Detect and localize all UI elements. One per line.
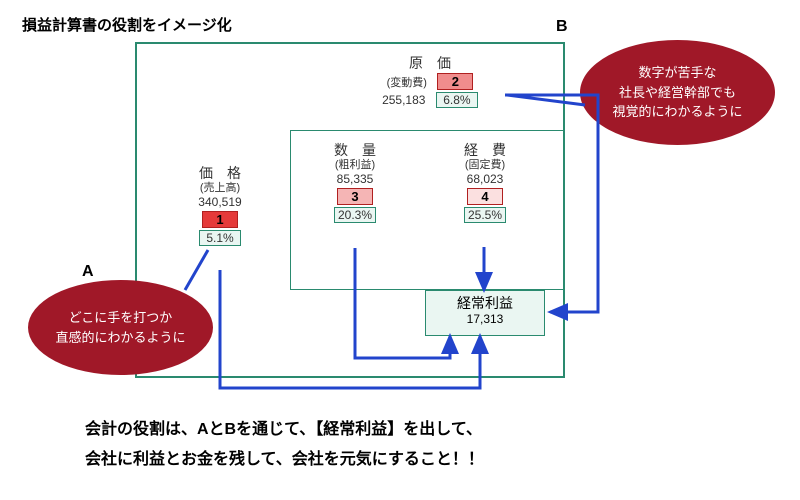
- pct-cell: 20.3%: [334, 207, 376, 223]
- box-value: 68,023: [440, 172, 530, 188]
- rank-badge: 3: [337, 188, 373, 205]
- callout-line: 視覚的にわかるように: [612, 102, 742, 122]
- box-value: 85,335: [310, 172, 400, 188]
- kakaku-box: 価 格 (売上高) 340,519 1 5.1%: [170, 165, 270, 247]
- callout-a: どこに手を打つか 直感的にわかるように: [28, 280, 213, 375]
- box-title: 原 価: [409, 55, 451, 71]
- description-text: 会計の役割は、AとBを通じて、【経常利益】を出して、 会社に利益とお金を残して、…: [85, 415, 484, 476]
- box-title: 数 量: [310, 142, 400, 159]
- callout-line: 数字が苦手な: [612, 63, 742, 83]
- suryo-box: 数 量 (粗利益) 85,335 3 20.3%: [310, 142, 400, 224]
- callout-b: 数字が苦手な 社長や経営幹部でも 視覚的にわかるように: [580, 40, 775, 145]
- callout-line: 直感的にわかるように: [55, 328, 185, 348]
- box-value: 255,183: [382, 93, 425, 107]
- result-value: 17,313: [426, 312, 544, 328]
- page-title: 損益計算書の役割をイメージ化: [22, 14, 232, 35]
- rank-badge: 4: [467, 188, 503, 205]
- box-title: 経 費: [440, 142, 530, 159]
- pct-cell: 5.1%: [199, 230, 241, 246]
- desc-line-2: 会社に利益とお金を残して、会社を元気にすること！！: [85, 445, 484, 475]
- rank-badge: 2: [437, 73, 473, 90]
- rank-badge: 1: [202, 211, 238, 228]
- pct-cell: 6.8%: [436, 92, 478, 108]
- marker-b: B: [556, 18, 568, 36]
- keijyo-rieki-box: 経常利益 17,313: [425, 290, 545, 336]
- desc-line-1: 会計の役割は、AとBを通じて、【経常利益】を出して、: [85, 415, 484, 445]
- box-title: 価 格: [170, 165, 270, 182]
- callout-line: どこに手を打つか: [55, 308, 185, 328]
- keihi-box: 経 費 (固定費) 68,023 4 25.5%: [440, 142, 530, 224]
- box-sub: (変動費): [387, 77, 427, 89]
- box-sub: (売上高): [170, 182, 270, 195]
- box-value: 340,519: [170, 195, 270, 211]
- box-sub: (粗利益): [310, 159, 400, 172]
- box-sub: (固定費): [440, 159, 530, 172]
- callout-line: 社長や経営幹部でも: [612, 83, 742, 103]
- result-title: 経常利益: [426, 295, 544, 312]
- marker-a: A: [82, 263, 94, 281]
- pct-cell: 25.5%: [464, 207, 506, 223]
- genka-box: 原 価 (変動費) 2 255,183 6.8%: [355, 55, 505, 109]
